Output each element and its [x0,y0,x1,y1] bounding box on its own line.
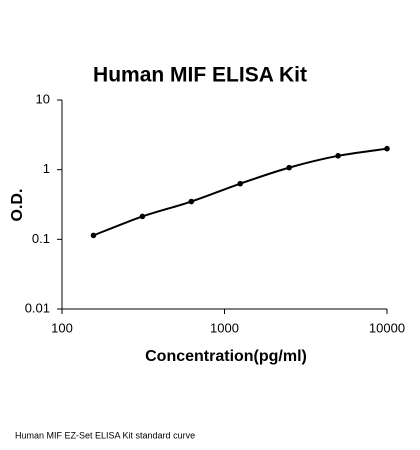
y-tick-label: 10 [36,91,50,106]
point [237,180,244,187]
y-tick-label: 0.1 [32,231,50,246]
y-tick-label: 1 [43,161,50,176]
point [286,164,292,171]
x-tick-label: 100 [51,320,73,335]
x-tick-label: 10000 [369,320,405,335]
point [188,198,195,205]
x-axis-label: Concentration(pg/ml) [145,348,307,365]
curve [93,147,388,237]
y-axis-label: O.D. [9,189,26,222]
point [384,145,390,152]
point [139,213,146,220]
x-tick-label: 1000 [210,320,239,335]
y-tick-label: 0.01 [25,300,50,315]
point [335,153,341,159]
point [90,232,97,239]
caption: Human MIF EZ-Set ELISA Kit standard curv… [15,430,195,440]
chart-title: Human MIF ELISA Kit [93,64,307,87]
